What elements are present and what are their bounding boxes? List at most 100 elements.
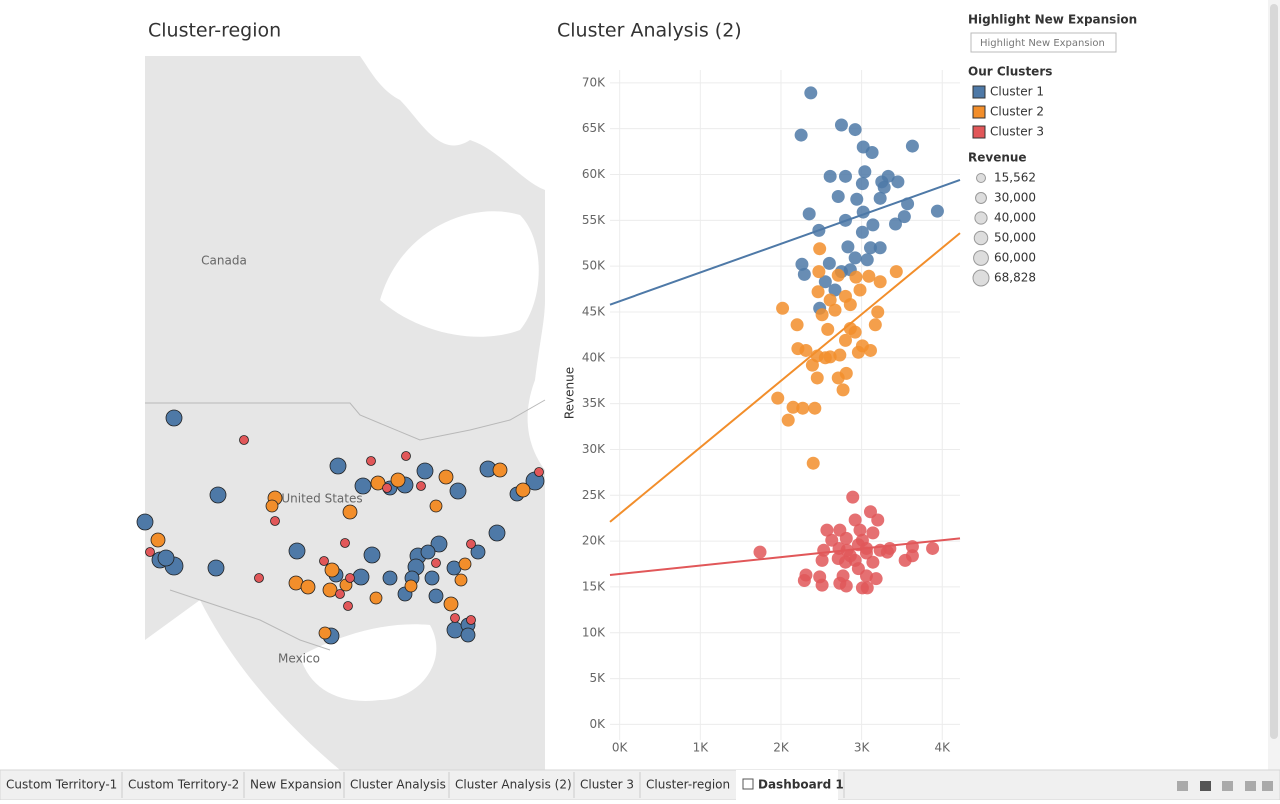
scatter-point[interactable] — [898, 553, 912, 567]
map-marker[interactable] — [431, 558, 441, 568]
scatter-point[interactable] — [799, 343, 813, 357]
toolbar-button[interactable] — [1262, 781, 1273, 791]
scatter-point[interactable] — [855, 225, 869, 239]
scatter-point[interactable] — [815, 578, 829, 592]
scatter-point[interactable] — [866, 526, 880, 540]
tab[interactable]: Cluster Analysis — [350, 778, 446, 792]
map-marker[interactable] — [165, 409, 183, 427]
legend-swatch[interactable] — [972, 125, 986, 139]
scatter-point[interactable] — [796, 401, 810, 415]
map-marker[interactable] — [369, 591, 383, 605]
toolbar-button[interactable] — [1177, 781, 1188, 791]
scatter-point[interactable] — [831, 268, 845, 282]
map-marker[interactable] — [438, 469, 454, 485]
scatter-point[interactable] — [860, 253, 874, 267]
scatter-point[interactable] — [823, 293, 837, 307]
scatter-point[interactable] — [850, 192, 864, 206]
scatter-point[interactable] — [880, 545, 894, 559]
map-marker[interactable] — [416, 481, 426, 491]
scatter-point[interactable] — [897, 210, 911, 224]
map-marker[interactable] — [428, 588, 444, 604]
scatter-point[interactable] — [905, 139, 919, 153]
scatter-point[interactable] — [860, 581, 874, 595]
scatter-point[interactable] — [869, 572, 883, 586]
scatter-point[interactable] — [853, 523, 867, 537]
scatter-point[interactable] — [797, 574, 811, 588]
scatter-point[interactable] — [851, 345, 865, 359]
scatter-point[interactable] — [815, 553, 829, 567]
map-marker[interactable] — [534, 467, 544, 477]
map-marker[interactable] — [265, 499, 279, 513]
map-marker[interactable] — [352, 568, 370, 586]
map-marker[interactable] — [466, 539, 476, 549]
scatter-point[interactable] — [871, 513, 885, 527]
scatter-point[interactable] — [846, 490, 860, 504]
map-marker[interactable] — [515, 482, 531, 498]
toolbar-button[interactable] — [1245, 781, 1256, 791]
scatter-point[interactable] — [797, 267, 811, 281]
map-marker[interactable] — [460, 627, 476, 643]
tab[interactable]: Custom Territory-2 — [128, 778, 239, 792]
scatter-point[interactable] — [858, 165, 872, 179]
map-marker[interactable] — [209, 486, 227, 504]
map-marker[interactable] — [429, 499, 443, 513]
scatter-point[interactable] — [926, 541, 940, 555]
scatter-point[interactable] — [838, 555, 852, 569]
map-marker[interactable] — [424, 570, 440, 586]
scatter-point[interactable] — [818, 351, 832, 365]
map-marker[interactable] — [254, 573, 264, 583]
map-marker[interactable] — [363, 546, 381, 564]
scatter-point[interactable] — [871, 305, 885, 319]
scatter-point[interactable] — [866, 218, 880, 232]
map-marker[interactable] — [458, 557, 472, 571]
map-marker[interactable] — [288, 542, 306, 560]
map-marker[interactable] — [300, 579, 316, 595]
scatter-point[interactable] — [849, 270, 863, 284]
scatter-point[interactable] — [839, 366, 853, 380]
scatter-point[interactable] — [838, 169, 852, 183]
scatter-point[interactable] — [820, 523, 834, 537]
scatter-point[interactable] — [853, 283, 867, 297]
scatter-point[interactable] — [811, 285, 825, 299]
scatter-point[interactable] — [930, 204, 944, 218]
scatter-point[interactable] — [862, 269, 876, 283]
scatter-point[interactable] — [786, 400, 800, 414]
map-marker[interactable] — [404, 579, 418, 593]
scatter-point[interactable] — [822, 256, 836, 270]
scatter-point[interactable] — [889, 265, 903, 279]
scatter-point[interactable] — [866, 555, 880, 569]
scatter-point[interactable] — [815, 308, 829, 322]
map-marker[interactable] — [401, 451, 411, 461]
scatter-point[interactable] — [873, 241, 887, 255]
map-marker[interactable] — [342, 504, 358, 520]
scatter-point[interactable] — [771, 391, 785, 405]
map-marker[interactable] — [354, 477, 372, 495]
scatter-point[interactable] — [808, 401, 822, 415]
scatter-point[interactable] — [776, 301, 790, 315]
map-marker[interactable] — [145, 547, 155, 557]
scatter-point[interactable] — [859, 546, 873, 560]
map-marker[interactable] — [466, 615, 476, 625]
tab[interactable]: Cluster Analysis (2) — [455, 778, 572, 792]
scatter-point[interactable] — [848, 251, 862, 265]
scatter-point[interactable] — [821, 322, 835, 336]
map-marker[interactable] — [324, 562, 340, 578]
tab[interactable]: Custom Territory-1 — [6, 778, 117, 792]
scatter-point[interactable] — [839, 579, 853, 593]
scatter-point[interactable] — [877, 180, 891, 194]
scatter-point[interactable] — [865, 145, 879, 159]
scatter-point[interactable] — [804, 86, 818, 100]
scatter-point[interactable] — [873, 191, 887, 205]
map-marker[interactable] — [345, 573, 355, 583]
map-marker[interactable] — [150, 532, 166, 548]
scatter-point[interactable] — [863, 343, 877, 357]
scatter-point[interactable] — [802, 207, 816, 221]
scatter-point[interactable] — [812, 265, 826, 279]
scatter-point[interactable] — [863, 241, 877, 255]
scatter-point[interactable] — [834, 118, 848, 132]
scatter-point[interactable] — [813, 242, 827, 256]
map-marker[interactable] — [492, 462, 508, 478]
scatter-point[interactable] — [831, 189, 845, 203]
map-marker[interactable] — [340, 538, 350, 548]
toolbar-button[interactable] — [1200, 781, 1211, 791]
